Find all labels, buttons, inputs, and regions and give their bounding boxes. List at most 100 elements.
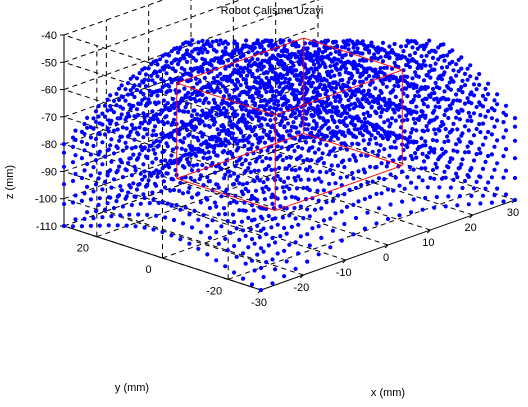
data-point [483,186,488,191]
data-point [483,97,488,102]
data-point [368,94,373,99]
data-point [140,67,145,72]
data-point [315,132,320,137]
data-point [142,146,147,151]
data-point [413,50,418,56]
data-point [169,153,174,158]
data-point [184,48,190,53]
x-tick-mark [426,229,431,234]
data-point [427,69,432,74]
data-point [294,77,300,82]
data-point [160,150,165,155]
data-point [255,223,260,228]
data-point [280,114,285,120]
data-point [205,145,210,150]
data-point [264,260,269,265]
data-point [180,191,186,196]
data-point [310,114,315,119]
data-point [319,125,324,130]
data-point [85,142,90,147]
data-point [165,171,170,176]
data-point [252,241,257,246]
data-point [447,80,452,85]
data-point [255,156,260,161]
data-point [159,159,164,164]
data-point [370,99,375,104]
data-point [160,84,165,90]
data-point [79,156,84,161]
data-point [331,80,336,85]
data-point [388,102,393,107]
data-point [105,173,110,178]
data-point [495,161,500,166]
data-point [433,80,438,85]
data-point [457,165,462,170]
data-point [296,174,301,179]
data-point [155,174,160,179]
data-point [255,57,260,62]
data-point [149,62,154,67]
data-point [232,243,237,249]
data-point [288,55,293,60]
data-point [141,135,146,140]
data-point [454,142,459,147]
data-point [277,73,282,78]
data-point [265,177,270,182]
data-point [97,149,102,154]
data-point [233,193,238,198]
data-point [370,122,375,127]
data-point [384,84,389,89]
data-point [296,49,301,55]
data-point [282,61,287,66]
data-point [154,183,159,188]
data-point [374,48,379,53]
data-point [128,88,133,93]
data-point [180,109,186,114]
data-point [492,98,497,103]
data-point [210,117,215,122]
data-point [197,68,202,73]
data-point [489,152,494,157]
data-point [327,102,332,107]
data-point [335,125,340,130]
data-point [296,251,301,256]
data-point [459,55,464,60]
data-point [448,129,453,134]
data-point [430,67,436,72]
data-point [424,41,429,47]
data-point [312,107,318,112]
data-point [79,198,84,203]
data-point [284,105,289,110]
data-point [330,129,335,134]
data-point [338,175,343,180]
data-point [105,97,110,102]
data-point [102,132,108,137]
data-point [246,245,251,250]
data-point [483,159,488,164]
data-point [312,95,318,100]
data-point [187,212,192,217]
data-point [329,69,334,74]
data-point [258,214,264,219]
data-point [249,282,255,287]
data-point [301,158,306,163]
data-point [477,71,482,77]
data-point [180,164,186,169]
data-point [156,200,161,205]
data-point [274,88,279,94]
data-point [445,134,450,139]
data-point [351,232,356,237]
data-point [256,140,261,145]
data-point [97,171,102,176]
data-point [91,216,96,221]
data-point [335,93,341,98]
data-point [114,91,119,96]
data-point [168,158,173,163]
data-point [262,86,268,91]
data-point [257,124,262,129]
data-point [495,118,500,123]
data-point [280,158,285,163]
data-point [486,81,491,86]
data-point [243,233,248,238]
data-point [427,38,432,43]
